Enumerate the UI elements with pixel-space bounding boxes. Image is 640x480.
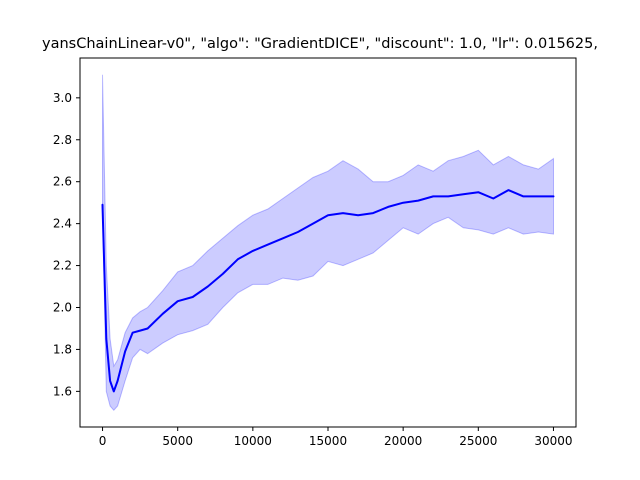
y-tick-label: 1.8 [53,342,72,356]
series-0-std-band [102,74,554,411]
y-tick-label: 2.0 [53,300,72,314]
x-tick-label: 30000 [534,434,572,448]
x-tick-label: 15000 [309,434,347,448]
x-tick-label: 0 [99,434,107,448]
x-tick-label: 5000 [162,434,193,448]
y-tick-label: 2.6 [53,175,72,189]
y-tick-label: 1.6 [53,384,72,398]
y-tick-label: 2.8 [53,133,72,147]
y-tick-label: 2.2 [53,259,72,273]
x-tick-label: 20000 [384,434,422,448]
y-tick-label: 2.4 [53,217,72,231]
series-0-mean-line [101,189,555,393]
chart-title: yansChainLinear-v0", "algo": "GradientDI… [42,36,598,52]
y-tick-label: 3.0 [53,91,72,105]
x-tick-label: 25000 [459,434,497,448]
x-tick-label: 10000 [234,434,272,448]
